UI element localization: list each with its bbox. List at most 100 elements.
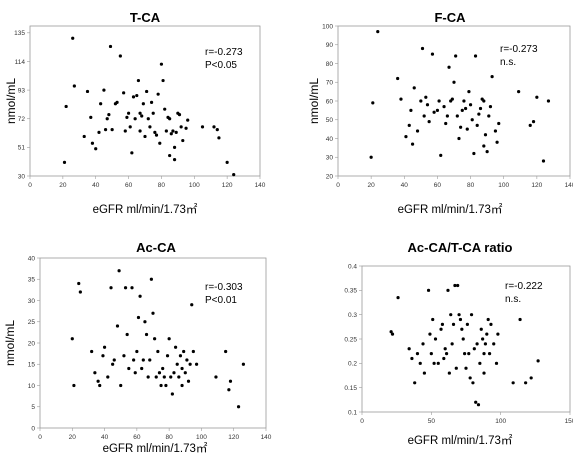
data-point: [135, 93, 139, 98]
data-point: [415, 129, 420, 133]
data-point: [482, 371, 486, 375]
chart-title: Ac-CA: [136, 240, 176, 255]
data-point: [169, 132, 173, 136]
data-point: [396, 76, 400, 81]
y-axis-label: nmol/mL: [307, 78, 321, 124]
data-point: [452, 80, 456, 84]
y-tick-label: 90: [326, 42, 334, 49]
data-point: [151, 311, 155, 315]
data-point: [172, 371, 176, 375]
data-point: [186, 118, 190, 122]
data-point: [485, 332, 489, 336]
data-point: [143, 134, 147, 139]
data-point: [419, 99, 423, 103]
data-point: [153, 337, 157, 341]
chart-title: T-CA: [130, 10, 161, 25]
data-point: [112, 358, 116, 362]
data-point: [437, 99, 441, 103]
data-point: [178, 354, 183, 358]
data-point: [89, 115, 93, 119]
x-axis-label: eGFR ml/min/1.73㎡: [408, 434, 513, 447]
data-point: [536, 359, 540, 363]
data-point: [443, 347, 447, 351]
y-tick-label: 20: [326, 173, 334, 180]
y-tick-label: 30: [18, 173, 26, 180]
data-point: [236, 405, 241, 409]
data-point: [471, 381, 475, 385]
stat-annotation: P<0.01: [205, 295, 237, 306]
data-point: [127, 366, 131, 371]
data-point: [96, 379, 100, 383]
data-point: [396, 296, 400, 300]
x-tick-label: 40: [101, 434, 109, 441]
data-point: [450, 97, 454, 101]
stat-annotation: r=-0.273: [500, 44, 538, 55]
y-tick-label: 50: [326, 117, 334, 124]
data-point: [447, 371, 451, 375]
data-point: [227, 388, 231, 392]
data-point: [64, 104, 68, 109]
data-point: [432, 110, 436, 114]
data-point: [424, 95, 428, 99]
data-point: [429, 352, 433, 356]
data-point: [426, 288, 431, 292]
data-point: [415, 352, 420, 356]
data-point: [183, 371, 187, 375]
data-point: [465, 322, 469, 326]
data-point: [483, 342, 488, 346]
x-tick-label: 100: [196, 434, 207, 441]
data-point: [125, 332, 129, 337]
data-point: [460, 108, 464, 112]
data-point: [228, 379, 233, 383]
data-point: [535, 95, 539, 99]
y-tick-label: 100: [322, 23, 333, 30]
x-tick-label: 140: [255, 182, 266, 189]
data-point: [486, 317, 490, 322]
data-point: [215, 128, 219, 132]
x-axis-label: eGFR ml/min/1.73㎡: [103, 442, 208, 455]
data-point: [154, 375, 158, 379]
data-point: [62, 160, 67, 164]
data-point: [422, 114, 426, 118]
data-point: [105, 117, 109, 121]
data-point: [184, 126, 188, 130]
data-point: [138, 129, 142, 133]
data-point: [174, 130, 178, 134]
y-tick-label: 93: [18, 87, 26, 94]
data-point: [482, 352, 486, 356]
data-point: [135, 349, 139, 354]
data-point: [439, 327, 443, 331]
data-point: [156, 92, 160, 96]
data-point: [159, 383, 163, 388]
x-tick-label: 20: [368, 182, 376, 189]
data-point: [140, 114, 144, 118]
data-point: [158, 141, 162, 145]
data-point: [141, 358, 145, 362]
data-point: [194, 362, 199, 366]
data-point: [149, 100, 154, 104]
data-point: [97, 130, 101, 134]
data-point: [132, 358, 136, 362]
data-point: [149, 277, 153, 281]
data-point: [468, 376, 472, 380]
data-point: [481, 337, 485, 341]
y-tick-label: 15: [28, 362, 36, 369]
data-point: [170, 392, 174, 396]
data-point: [455, 114, 459, 118]
data-point: [217, 136, 221, 140]
data-point: [410, 142, 415, 146]
data-point: [497, 121, 501, 126]
y-tick-label: 0: [31, 425, 35, 432]
data-point: [162, 375, 166, 379]
data-point: [122, 91, 126, 95]
x-tick-label: 100: [498, 182, 509, 189]
data-point: [131, 95, 136, 99]
data-point: [399, 97, 403, 101]
data-point: [453, 283, 457, 288]
data-point: [103, 128, 108, 132]
data-point: [465, 127, 469, 131]
x-tick-label: 60: [133, 434, 141, 441]
x-tick-label: 120: [222, 182, 233, 189]
data-point: [172, 145, 177, 149]
